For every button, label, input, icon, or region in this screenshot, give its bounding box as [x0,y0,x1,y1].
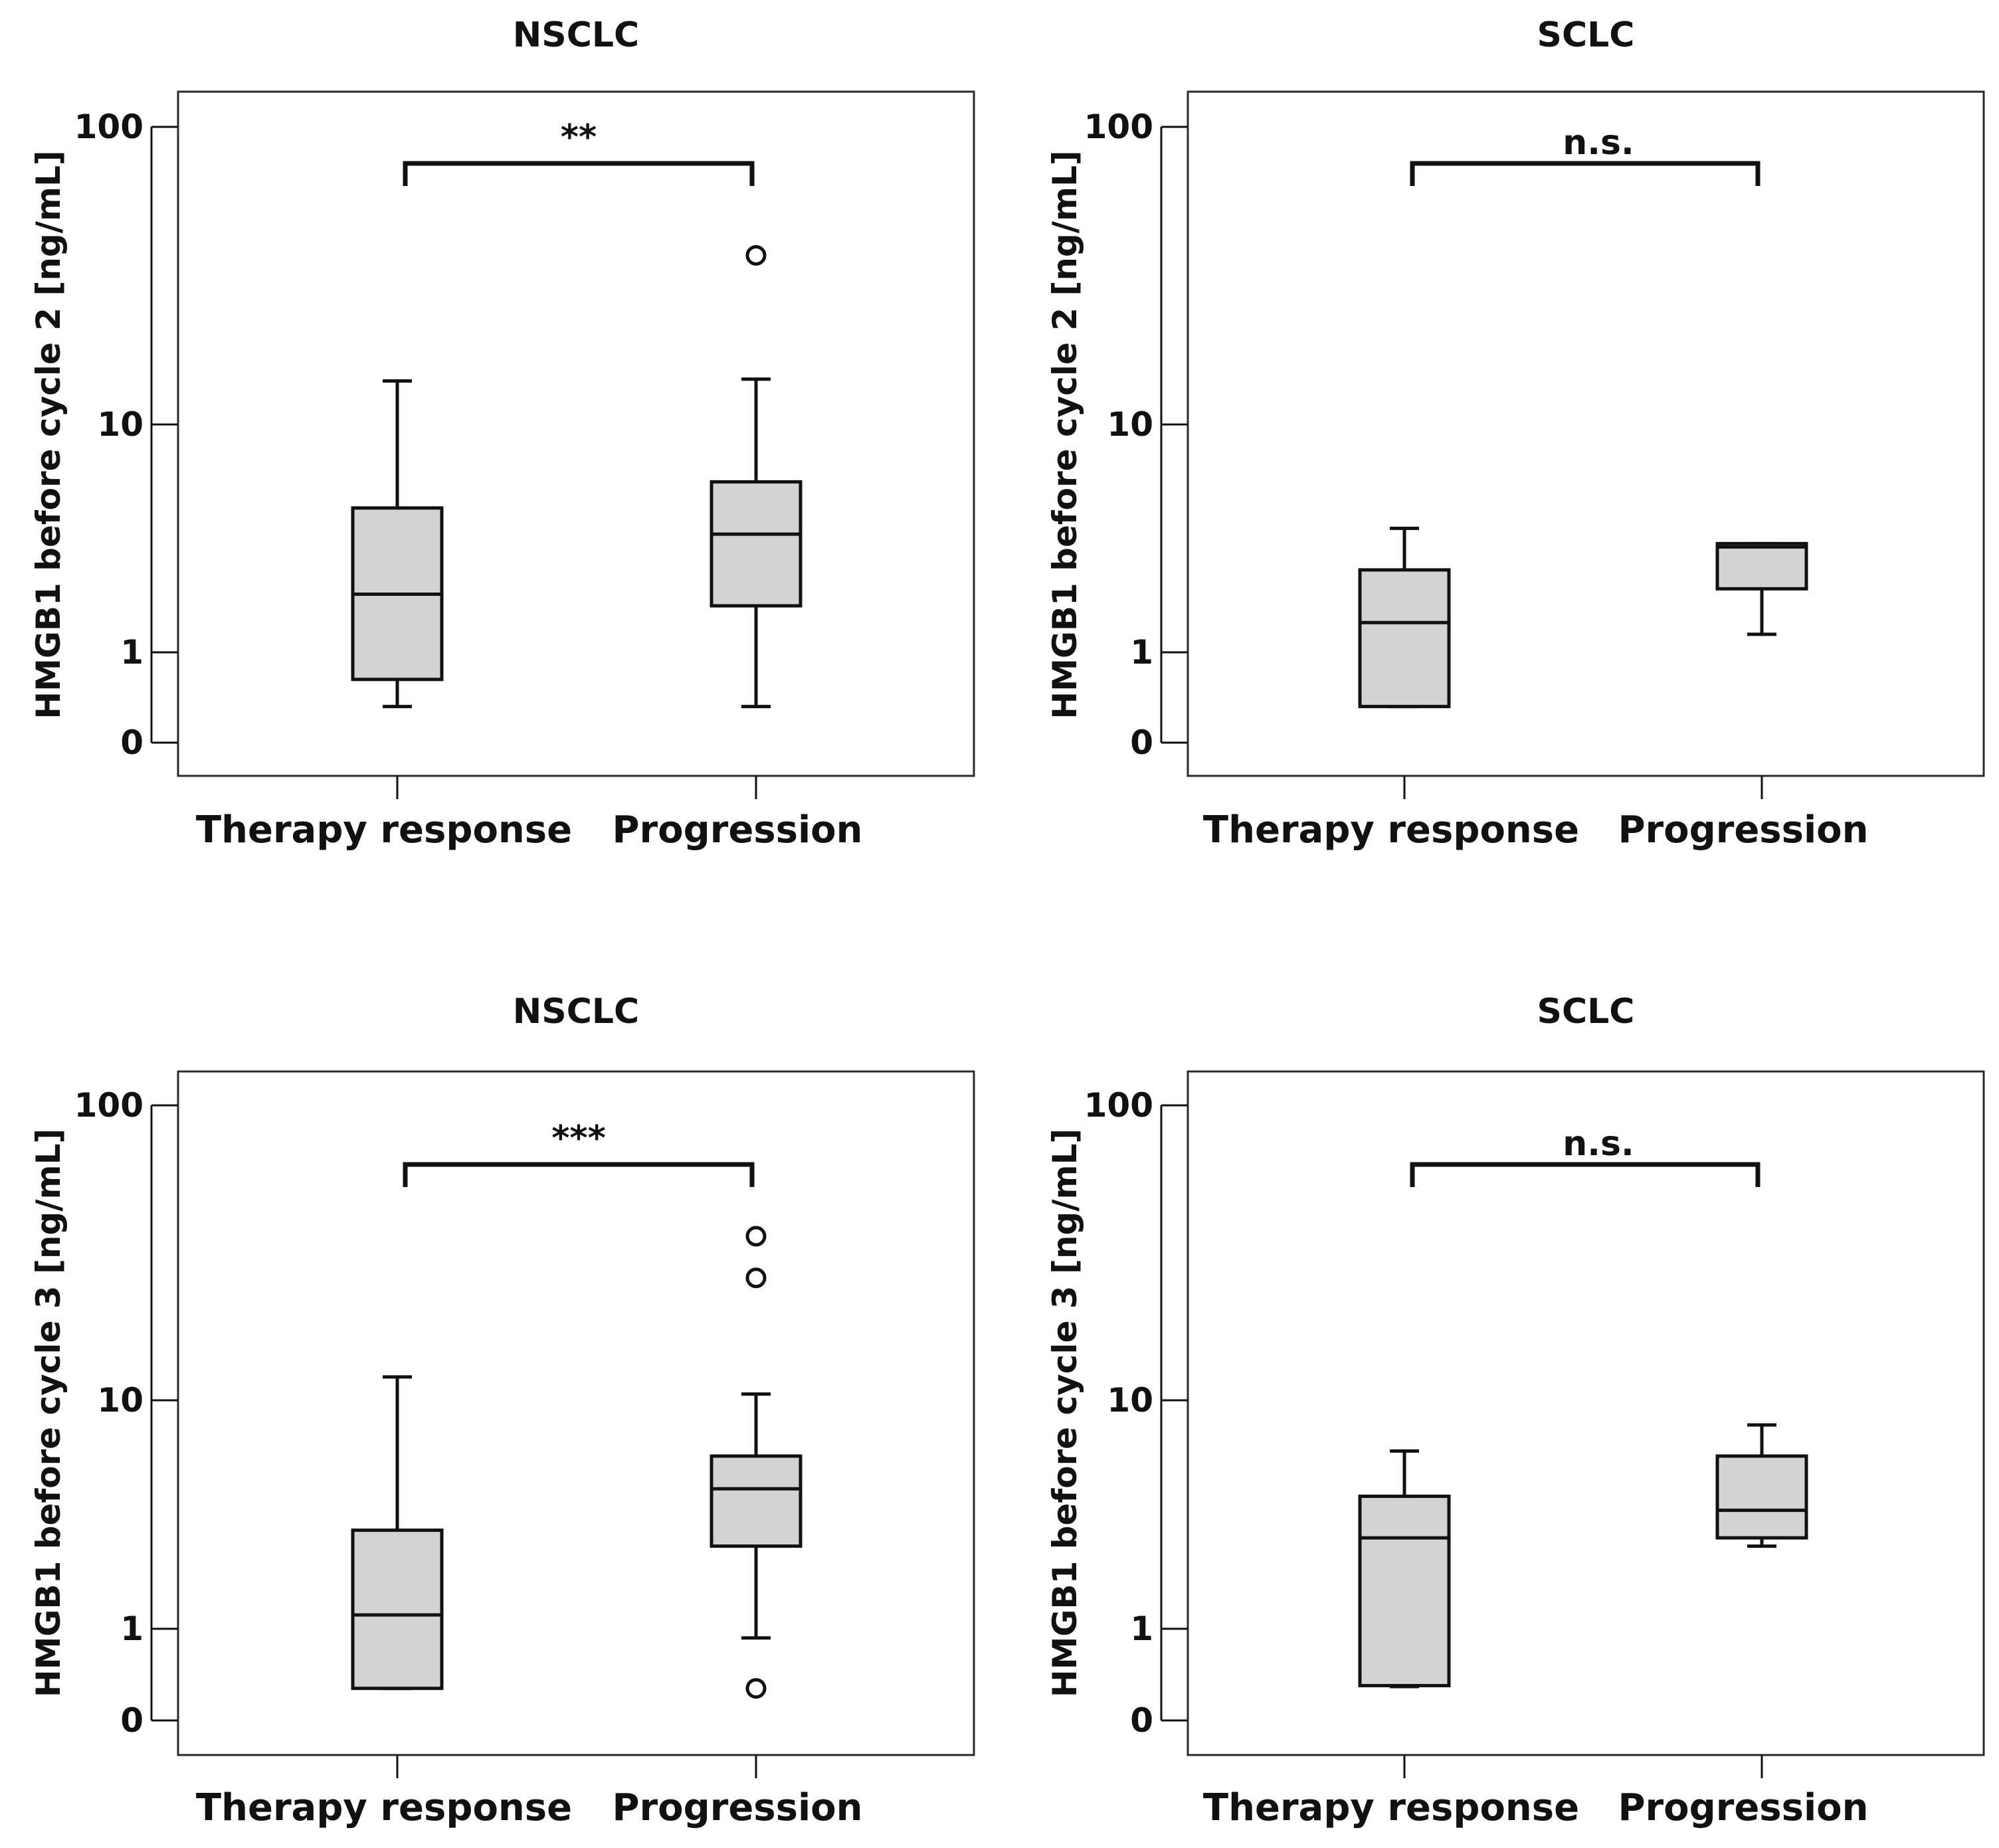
outlier-point [745,1226,767,1247]
x-category-label: Therapy response [1203,1786,1579,1829]
y-tick-label: 0 [120,1701,143,1740]
y-tick-label: 100 [1084,1086,1153,1125]
y-axis-label: HMGB1 before cycle 2 [ng/mL] [29,150,68,719]
x-category-label: Progression [612,1786,862,1829]
y-tick-label: 10 [1107,405,1153,444]
chart-title: SCLC [1537,15,1635,55]
iqr-box [710,480,803,608]
significance-bracket [1410,161,1761,186]
x-category-label: Therapy response [196,808,572,852]
y-tick-label: 1 [1130,1610,1153,1648]
box-progression [710,1226,803,1699]
y-tick-label: 1 [120,1610,143,1648]
significance-label: n.s. [1563,123,1634,163]
iqr-box [710,1454,803,1548]
chart-title: SCLC [1537,992,1635,1032]
y-tick-label: 100 [1084,108,1153,146]
outlier-point [745,244,767,266]
x-category-label: Therapy response [196,1786,572,1829]
plot-frame [1187,1070,1985,1756]
significance-bracket [1410,1162,1761,1187]
y-tick-label: 10 [97,1381,143,1420]
significance-label: n.s. [1563,1124,1634,1164]
y-axis-label: HMGB1 before cycle 2 [ng/mL] [1046,150,1084,719]
iqr-box [1715,541,1808,591]
iqr-box [1715,1454,1808,1540]
x-category-label: Progression [1618,808,1868,852]
significance-bracket [403,161,755,186]
x-category-label: Therapy response [1203,808,1579,852]
y-tick-label: 100 [74,1086,143,1125]
y-axis-label: HMGB1 before cycle 3 [ng/mL] [29,1129,68,1698]
significance-label: ** [561,118,597,157]
plot-frame [177,1070,975,1756]
iqr-box [1358,1495,1451,1688]
x-category-label: Progression [1618,1786,1868,1829]
y-tick-label: 0 [1130,1701,1153,1740]
chart-title: NSCLC [513,15,639,55]
chart-title: NSCLC [513,992,639,1032]
x-category-label: Progression [612,808,862,852]
box-progression [1715,1423,1808,1548]
box-progression [710,244,803,709]
plot-frame [1187,90,1985,777]
y-tick-label: 1 [1130,633,1153,672]
y-axis-label: HMGB1 before cycle 3 [ng/mL] [1046,1129,1084,1698]
plot-frame [177,90,975,777]
y-tick-label: 0 [1130,723,1153,762]
y-tick-label: 10 [97,405,143,444]
significance-label: *** [551,1119,606,1158]
iqr-box [1358,568,1451,709]
box-progression [1715,541,1808,636]
box-therapy-response [1358,1449,1451,1689]
box-therapy-response [351,379,444,709]
box-therapy-response [351,1375,444,1691]
outlier-point [745,1678,767,1699]
y-tick-label: 1 [120,633,143,672]
y-tick-label: 10 [1107,1381,1153,1420]
y-tick-label: 100 [74,108,143,146]
outlier-point [745,1267,767,1289]
iqr-box [351,1528,444,1691]
y-tick-label: 0 [120,723,143,762]
significance-bracket [403,1162,755,1187]
box-therapy-response [1358,526,1451,709]
